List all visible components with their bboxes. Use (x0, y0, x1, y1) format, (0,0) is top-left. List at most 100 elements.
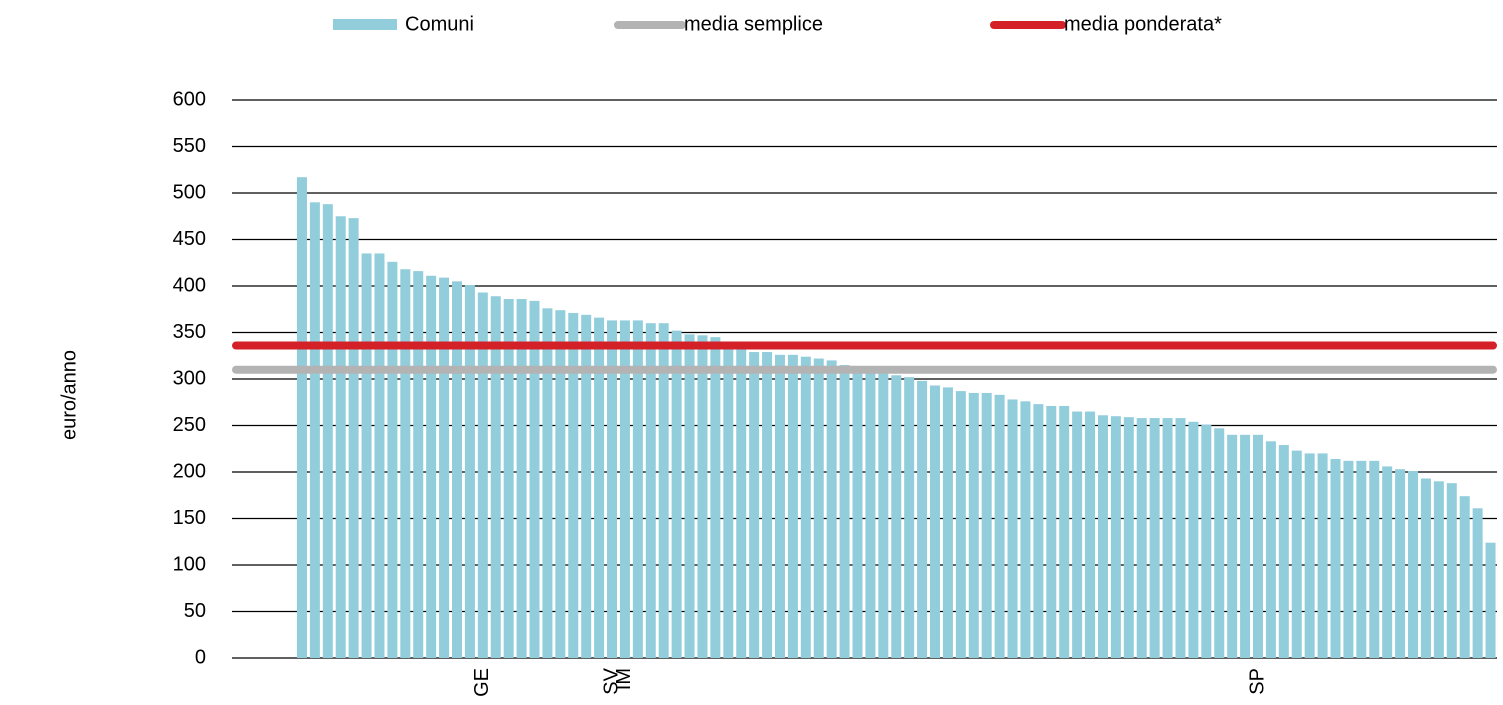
bar (787, 354, 798, 658)
bar (942, 387, 953, 658)
bar (878, 372, 889, 658)
bar (1097, 415, 1108, 658)
bar (1356, 460, 1367, 658)
x-tick-label: GE (471, 668, 493, 697)
bar (1240, 434, 1251, 658)
bar (568, 312, 579, 658)
legend-swatch (333, 19, 397, 30)
bar (1214, 428, 1225, 658)
bar (1007, 399, 1018, 658)
bar (503, 299, 514, 658)
bar (607, 320, 618, 658)
bar (774, 354, 785, 658)
bar (981, 392, 992, 658)
bar (1459, 496, 1470, 658)
bar (1033, 404, 1044, 658)
bar (619, 320, 630, 658)
bar (374, 253, 385, 658)
bar (762, 352, 773, 658)
bar (296, 177, 307, 658)
bar (955, 391, 966, 658)
bar (439, 277, 450, 658)
bar (826, 360, 837, 658)
y-tick-label: 200 (173, 460, 206, 482)
bar (477, 292, 488, 658)
bar (645, 323, 656, 658)
bar (1446, 483, 1457, 658)
bar (917, 380, 928, 658)
y-tick-label: 500 (173, 181, 206, 203)
bar (1330, 458, 1341, 658)
bar (309, 202, 320, 659)
y-tick-label: 350 (173, 321, 206, 343)
x-tick-label: SP (1246, 668, 1268, 695)
legend-label: Comuni (405, 13, 474, 35)
bar (1317, 453, 1328, 658)
bar (490, 296, 501, 658)
bar (930, 385, 941, 658)
bar (1408, 471, 1419, 658)
bar (1110, 416, 1121, 658)
bar (1059, 405, 1070, 658)
bar (1304, 453, 1315, 658)
bar (1369, 460, 1380, 658)
bar (1265, 441, 1276, 658)
bar (387, 261, 398, 658)
bar (1278, 445, 1289, 658)
bar (1136, 418, 1147, 658)
bar (736, 348, 747, 658)
bar (1085, 411, 1096, 658)
y-tick-label: 300 (173, 367, 206, 389)
y-tick-label: 250 (173, 414, 206, 436)
bar (426, 275, 437, 658)
y-tick-label: 550 (173, 135, 206, 157)
bar (1046, 405, 1057, 658)
bar (1382, 466, 1393, 658)
legend-label: media ponderata* (1064, 13, 1222, 35)
bar (516, 299, 527, 658)
bar (904, 377, 915, 658)
bar (1472, 508, 1483, 658)
bar (697, 335, 708, 658)
y-tick-label: 50 (184, 600, 206, 622)
y-tick-label: 450 (173, 228, 206, 250)
bar (400, 269, 411, 658)
bar (749, 352, 760, 658)
bar (968, 392, 979, 658)
y-tick-label: 0 (195, 646, 206, 668)
bar (581, 314, 592, 658)
bar (1395, 469, 1406, 658)
bar (813, 358, 824, 658)
bar (800, 356, 811, 658)
bar (1149, 418, 1160, 658)
bar (464, 285, 475, 658)
bar (994, 394, 1005, 658)
bar (529, 300, 540, 658)
bar (1020, 401, 1031, 658)
bar (658, 323, 669, 658)
bar (594, 317, 605, 658)
bar (839, 365, 850, 658)
bar (361, 253, 372, 658)
y-tick-label: 600 (173, 88, 206, 110)
y-tick-label: 400 (173, 274, 206, 296)
bar (891, 375, 902, 658)
bar (852, 366, 863, 658)
bar (1123, 417, 1134, 658)
legend-label: media semplice (684, 13, 823, 35)
bar (1227, 434, 1238, 658)
bar (1072, 411, 1083, 658)
bar (1343, 460, 1354, 658)
bar (348, 218, 359, 659)
bar (1188, 421, 1199, 658)
y-tick-label: 150 (173, 507, 206, 529)
bar (542, 308, 553, 658)
bar (451, 281, 462, 658)
bar (322, 204, 333, 658)
bar (335, 216, 346, 658)
bar (1420, 478, 1431, 658)
bar (1175, 418, 1186, 658)
x-tick-label: IM (613, 668, 635, 690)
y-tick-label: 100 (173, 553, 206, 575)
